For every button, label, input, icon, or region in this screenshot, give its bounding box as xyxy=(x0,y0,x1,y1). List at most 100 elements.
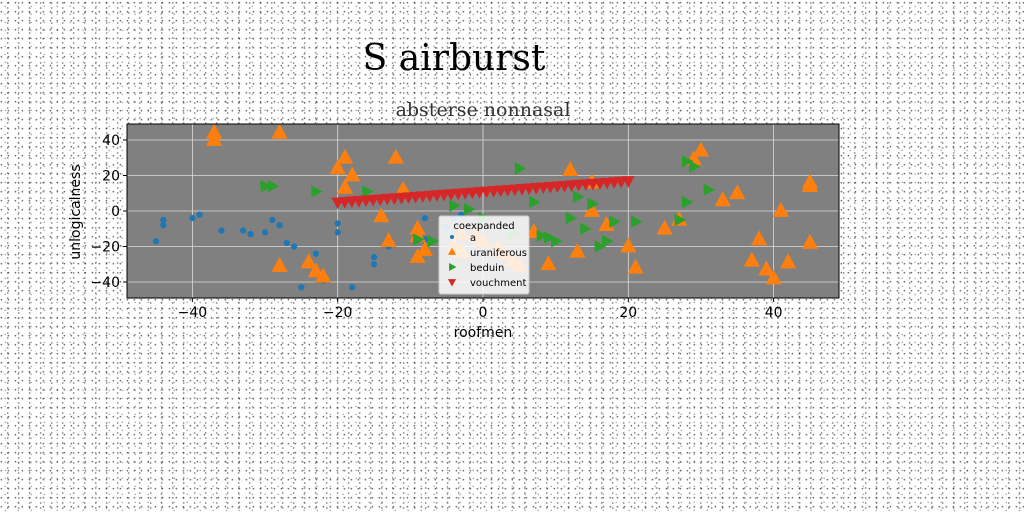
point-a xyxy=(298,284,305,291)
point-uraniferous xyxy=(714,191,731,207)
point-uraniferous xyxy=(569,242,586,258)
point-a xyxy=(160,216,167,224)
y-tick-label: 0 xyxy=(111,204,120,220)
x-tick-label: −20 xyxy=(323,305,353,321)
point-uraniferous xyxy=(598,216,615,232)
point-a xyxy=(370,261,378,268)
series-a xyxy=(152,211,465,291)
point-uraniferous xyxy=(656,219,673,235)
legend-label: vouchment xyxy=(470,278,526,289)
x-tick-label: 0 xyxy=(479,305,488,321)
x-tick-label: 40 xyxy=(765,305,783,321)
point-a xyxy=(247,230,254,238)
point-uraniferous xyxy=(336,148,354,164)
point-beduin xyxy=(594,240,607,253)
y-tick-label: 20 xyxy=(102,168,120,184)
point-uraniferous xyxy=(743,251,760,267)
y-tick-label: 40 xyxy=(102,133,120,149)
point-beduin xyxy=(703,183,716,196)
point-beduin xyxy=(514,162,527,175)
legend-label: uraniferous xyxy=(470,248,527,259)
point-uraniferous xyxy=(562,161,579,177)
point-beduin xyxy=(362,185,374,198)
point-uraniferous xyxy=(772,202,789,217)
point-a xyxy=(349,284,356,291)
legend-entry: uraniferous xyxy=(447,247,527,259)
point-beduin xyxy=(543,231,556,244)
y-tick-label: −40 xyxy=(90,275,120,291)
point-uraniferous xyxy=(765,269,782,285)
point-uraniferous xyxy=(344,166,361,182)
point-uraniferous xyxy=(583,202,601,217)
point-uraniferous xyxy=(315,267,332,283)
point-a xyxy=(276,222,283,229)
point-beduin xyxy=(413,233,425,246)
point-uraniferous xyxy=(801,173,819,189)
legend-marker-beduin xyxy=(449,262,457,272)
x-tick-label: −40 xyxy=(178,305,208,321)
point-beduin xyxy=(449,199,461,212)
point-a xyxy=(240,227,247,234)
point-beduin xyxy=(580,222,592,236)
point-beduin xyxy=(681,195,694,209)
point-uraniferous xyxy=(620,237,637,253)
legend-entry: beduin xyxy=(449,262,504,274)
point-beduin xyxy=(609,215,621,228)
point-beduin xyxy=(267,179,280,193)
point-beduin xyxy=(631,215,643,228)
legend-label: beduin xyxy=(470,263,504,274)
point-a xyxy=(218,227,225,234)
point-beduin xyxy=(463,202,476,216)
plot-frame xyxy=(126,123,840,299)
point-uraniferous xyxy=(387,148,404,164)
point-beduin xyxy=(427,234,440,248)
point-a xyxy=(334,229,341,236)
point-uraniferous xyxy=(380,232,397,248)
y-tick-label: −20 xyxy=(90,240,120,256)
point-uraniferous xyxy=(750,230,768,246)
chart-title: absterse nonnasal xyxy=(396,99,571,121)
point-a xyxy=(334,220,341,227)
point-uraniferous xyxy=(801,233,819,249)
point-uraniferous xyxy=(336,178,354,194)
point-uraniferous xyxy=(729,184,746,200)
point-beduin xyxy=(572,190,585,204)
point-uraniferous xyxy=(271,123,288,139)
legend-label: a xyxy=(470,233,476,244)
point-beduin xyxy=(689,160,701,173)
point-beduin xyxy=(536,229,549,243)
point-a xyxy=(261,229,269,236)
legend-title: coexpanded xyxy=(453,221,514,232)
point-a xyxy=(269,216,276,224)
point-uraniferous xyxy=(758,260,775,276)
point-uraniferous xyxy=(416,241,433,256)
point-uraniferous xyxy=(780,253,797,269)
point-uraniferous xyxy=(206,130,223,146)
point-uraniferous xyxy=(329,159,346,175)
axis-ticks: −40 −20 0 20 40 −40 −20 0 20 40 xyxy=(90,133,782,321)
point-uraniferous xyxy=(627,258,644,274)
point-uraniferous xyxy=(307,262,324,278)
point-a xyxy=(283,239,290,247)
legend-marker-vouchment xyxy=(447,279,457,287)
point-beduin xyxy=(674,213,687,227)
point-uraniferous xyxy=(394,180,412,196)
point-a xyxy=(421,214,429,222)
point-uraniferous xyxy=(540,255,557,271)
point-uraniferous xyxy=(300,253,317,269)
point-a xyxy=(196,211,203,218)
point-uraniferous xyxy=(271,257,288,272)
point-a xyxy=(370,254,378,261)
point-a xyxy=(189,214,196,222)
point-uraniferous xyxy=(373,207,390,223)
point-beduin xyxy=(260,179,273,193)
y-axis-label: unlogicalness xyxy=(68,164,84,259)
point-beduin xyxy=(529,195,541,209)
series-vouchment xyxy=(331,176,635,210)
x-tick-label: 20 xyxy=(619,305,637,321)
legend-marker-uraniferous xyxy=(447,247,457,255)
point-uraniferous xyxy=(692,141,710,157)
point-a xyxy=(290,243,298,250)
point-beduin xyxy=(565,211,578,225)
